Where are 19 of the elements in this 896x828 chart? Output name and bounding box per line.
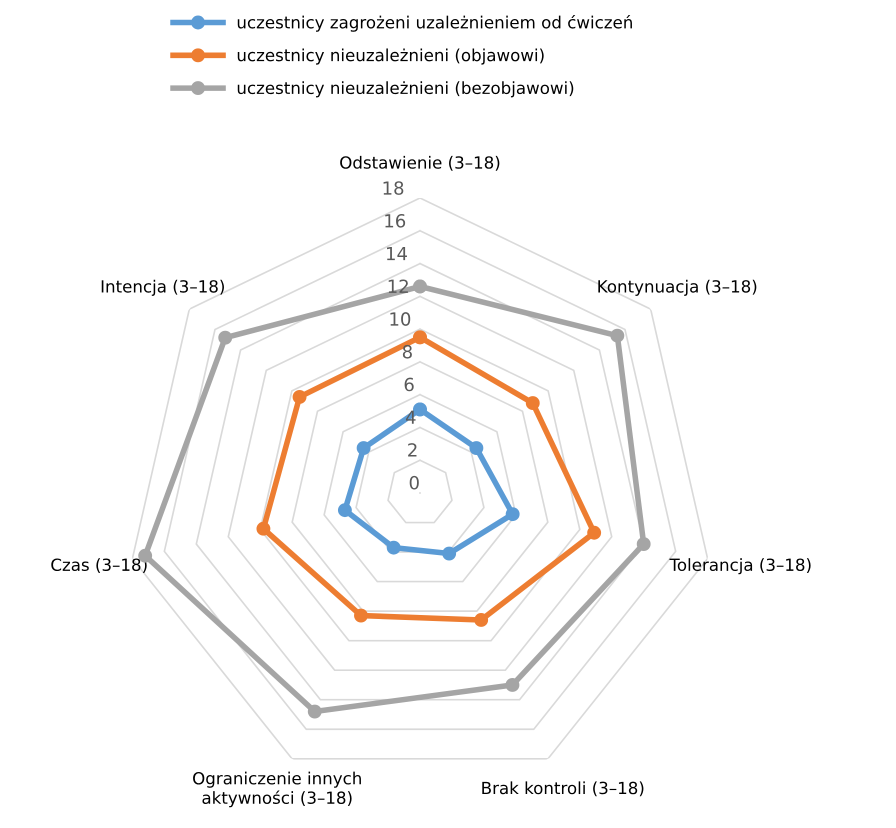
spoke-label: Brak kontroli (3–18) — [482, 781, 644, 796]
y-tick-label: 6 — [404, 378, 414, 392]
y-tick-label: 0 — [410, 476, 419, 490]
legend-label: uczestnicy zagrożeni uzależnieniem od ćwiczeń — [238, 15, 632, 32]
spoke-label: Odstawienie (3–18) — [340, 156, 500, 171]
y-tick-label: 2 — [408, 443, 416, 457]
y-tick-label: 16 — [385, 214, 406, 228]
legend-label: uczestnicy nieuzależnieni (bezobjawowi) — [238, 81, 574, 98]
spoke-label: Tolerancja (3–18) — [669, 558, 811, 574]
legend-label: uczestnicy nieuzależnieni (objawowi) — [238, 48, 544, 65]
y-tick-label: 8 — [402, 344, 412, 359]
y-tick-label: 18 — [384, 181, 404, 195]
spoke-label: Czas (3–18) — [51, 558, 147, 574]
y-tick-label: 10 — [390, 312, 410, 326]
y-tick-label: 12 — [388, 279, 408, 293]
y-tick-label: 14 — [387, 246, 407, 260]
spoke-label: Kontynuacja (3–18) — [598, 280, 756, 296]
spoke-label: Ograniczenie innych aktywności (3–18) — [193, 772, 361, 808]
spoke-label: Intencja (3–18) — [102, 280, 224, 296]
